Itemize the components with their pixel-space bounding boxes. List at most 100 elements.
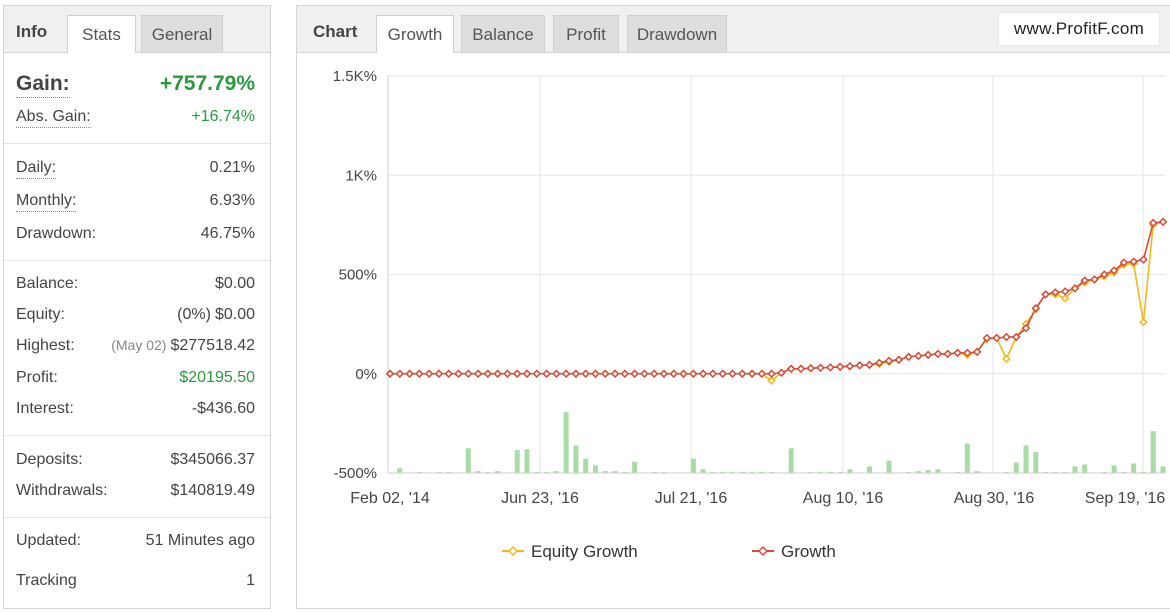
volume-bar bbox=[700, 469, 706, 473]
growth-point bbox=[415, 369, 424, 379]
x-tick-label: Sep 19, '16 bbox=[1085, 490, 1166, 507]
stats-tabbar: Info Stats General bbox=[4, 6, 270, 53]
highest-value-wrap: (May 02) $277518.42 bbox=[111, 337, 255, 355]
withdrawals-value: $140819.49 bbox=[170, 482, 255, 499]
growth-point bbox=[1158, 217, 1168, 227]
equity-growth-point bbox=[1002, 354, 1011, 364]
equity-value: $0.00 bbox=[214, 306, 255, 323]
profit-value: $20195.50 bbox=[179, 369, 255, 386]
volume-bar bbox=[915, 471, 921, 473]
growth-point bbox=[640, 369, 649, 379]
volume-bar bbox=[690, 458, 696, 473]
growth-legend-label: Growth bbox=[781, 542, 836, 561]
abs-gain-value: +16.74% bbox=[191, 108, 255, 125]
growth-point bbox=[845, 361, 855, 371]
x-tick-label: Aug 10, '16 bbox=[803, 490, 884, 507]
growth-point bbox=[601, 369, 610, 379]
growth-point bbox=[522, 369, 532, 379]
growth-point bbox=[454, 369, 463, 379]
tracking-label: Tracking bbox=[16, 572, 77, 589]
volume-bar bbox=[592, 465, 598, 473]
growth-point bbox=[1070, 284, 1080, 293]
volume-bar bbox=[1072, 466, 1078, 473]
volume-bar bbox=[602, 471, 608, 473]
volume-bar bbox=[1023, 445, 1029, 473]
growth-point bbox=[1100, 270, 1109, 279]
volume-bar bbox=[465, 448, 471, 473]
divider bbox=[4, 143, 270, 144]
growth-point bbox=[982, 333, 992, 343]
gain-value: +757.79% bbox=[159, 72, 255, 95]
growth-point bbox=[904, 352, 913, 362]
growth-point bbox=[1119, 258, 1129, 267]
chart-grid bbox=[387, 75, 1165, 474]
growth-point bbox=[473, 369, 483, 379]
growth-point bbox=[591, 369, 600, 379]
volume-bar bbox=[964, 443, 970, 473]
growth-point bbox=[816, 363, 825, 373]
volume-bar bbox=[553, 471, 559, 473]
x-tick-label: Feb 02, '14 bbox=[350, 490, 430, 507]
volume-bar bbox=[866, 466, 872, 473]
y-tick-label: 500% bbox=[339, 267, 377, 284]
chart-tabbar: Chart Growth Balance Profit Drawdown www… bbox=[297, 6, 1170, 53]
volume-bar bbox=[1131, 463, 1137, 473]
growth-point bbox=[992, 333, 1001, 343]
volume-bar bbox=[583, 458, 589, 473]
tab-growth[interactable]: Growth bbox=[376, 15, 454, 53]
growth-point bbox=[542, 369, 551, 379]
x-tick-label: Jul 21, '16 bbox=[655, 490, 728, 507]
highest-label: Highest: bbox=[16, 337, 75, 354]
tab-balance[interactable]: Balance bbox=[461, 15, 545, 52]
chart-legend[interactable]: Equity Growth Growth bbox=[502, 542, 836, 561]
growth-point bbox=[1002, 332, 1011, 342]
tab-profit[interactable]: Profit bbox=[553, 15, 619, 52]
growth-line bbox=[390, 221, 1164, 375]
volume-bar bbox=[632, 461, 638, 473]
growth-point bbox=[679, 369, 688, 379]
growth-point bbox=[1139, 255, 1148, 264]
growth-point bbox=[943, 349, 952, 359]
monthly-row: Monthly: 6.93% bbox=[16, 192, 255, 214]
equity-growth-point bbox=[1060, 294, 1070, 303]
tab-stats[interactable]: Stats bbox=[67, 15, 136, 53]
growth-point bbox=[786, 364, 796, 374]
balance-value: $0.00 bbox=[214, 275, 255, 292]
tab-drawdown[interactable]: Drawdown bbox=[627, 15, 727, 52]
equity-value-wrap: (0%) $0.00 bbox=[177, 306, 255, 324]
growth-point bbox=[972, 347, 982, 357]
gain-row: Gain: +757.79% bbox=[16, 72, 255, 100]
highest-value: $277518.42 bbox=[170, 337, 255, 354]
watermark-text: www.ProfitF.com bbox=[998, 12, 1160, 46]
highest-date: (May 02) bbox=[111, 337, 167, 353]
growth-point bbox=[826, 363, 835, 372]
drawdown-row: Drawdown: 46.75% bbox=[16, 225, 255, 247]
tab-general[interactable]: General bbox=[141, 15, 223, 52]
withdrawals-row: Withdrawals: $140819.49 bbox=[16, 482, 255, 504]
volume-bars bbox=[397, 412, 1166, 473]
growth-point bbox=[1090, 275, 1099, 284]
profit-row: Profit: $20195.50 bbox=[16, 369, 255, 391]
growth-point bbox=[1109, 266, 1119, 275]
growth-point bbox=[1031, 303, 1041, 313]
drawdown-label: Drawdown: bbox=[16, 225, 97, 242]
growth-point bbox=[610, 369, 620, 379]
interest-row: Interest: -$436.60 bbox=[16, 400, 255, 422]
divider bbox=[4, 435, 270, 436]
growth-point bbox=[923, 350, 933, 360]
profit-label: Profit: bbox=[16, 369, 58, 386]
growth-point bbox=[503, 369, 512, 379]
growth-point bbox=[444, 369, 453, 379]
growth-legend-swatch-marker bbox=[757, 545, 769, 557]
growth-point bbox=[698, 369, 708, 379]
growth-point bbox=[405, 369, 414, 379]
abs-gain-label: Abs. Gain: bbox=[16, 108, 91, 128]
growth-point bbox=[737, 369, 747, 379]
x-tick-label: Aug 30, '16 bbox=[954, 490, 1035, 507]
growth-point bbox=[689, 369, 698, 379]
volume-bar bbox=[1082, 464, 1088, 473]
volume-bar bbox=[1160, 466, 1166, 473]
growth-point bbox=[1129, 257, 1138, 266]
volume-bar bbox=[1033, 452, 1039, 473]
growth-point bbox=[434, 369, 444, 379]
